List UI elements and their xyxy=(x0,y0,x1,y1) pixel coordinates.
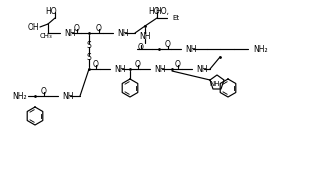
Text: NH: NH xyxy=(139,32,151,41)
Text: O: O xyxy=(96,24,102,33)
Text: NH: NH xyxy=(62,92,73,101)
Text: HO: HO xyxy=(148,6,160,15)
Text: NH: NH xyxy=(185,44,197,54)
Text: NH₂: NH₂ xyxy=(12,92,27,101)
Text: NH: NH xyxy=(210,81,220,87)
Text: S: S xyxy=(86,53,91,62)
Text: O: O xyxy=(135,60,141,68)
Text: NH: NH xyxy=(64,28,75,37)
Text: O: O xyxy=(93,60,99,68)
Text: OH: OH xyxy=(27,23,39,32)
Text: O: O xyxy=(138,43,144,52)
Text: NH: NH xyxy=(117,28,128,37)
Text: HO: HO xyxy=(45,6,57,15)
Text: O: O xyxy=(74,24,80,33)
Text: S: S xyxy=(86,41,91,50)
Text: O: O xyxy=(41,86,47,95)
Text: NH: NH xyxy=(196,64,208,74)
Text: NH: NH xyxy=(154,64,165,74)
Text: NH₂: NH₂ xyxy=(253,44,268,54)
Text: Et: Et xyxy=(172,15,179,21)
Text: O: O xyxy=(175,60,181,68)
Text: CH₃: CH₃ xyxy=(40,33,52,39)
Text: HO,: HO, xyxy=(155,6,169,15)
Text: O: O xyxy=(165,40,171,48)
Text: NH: NH xyxy=(114,64,126,74)
